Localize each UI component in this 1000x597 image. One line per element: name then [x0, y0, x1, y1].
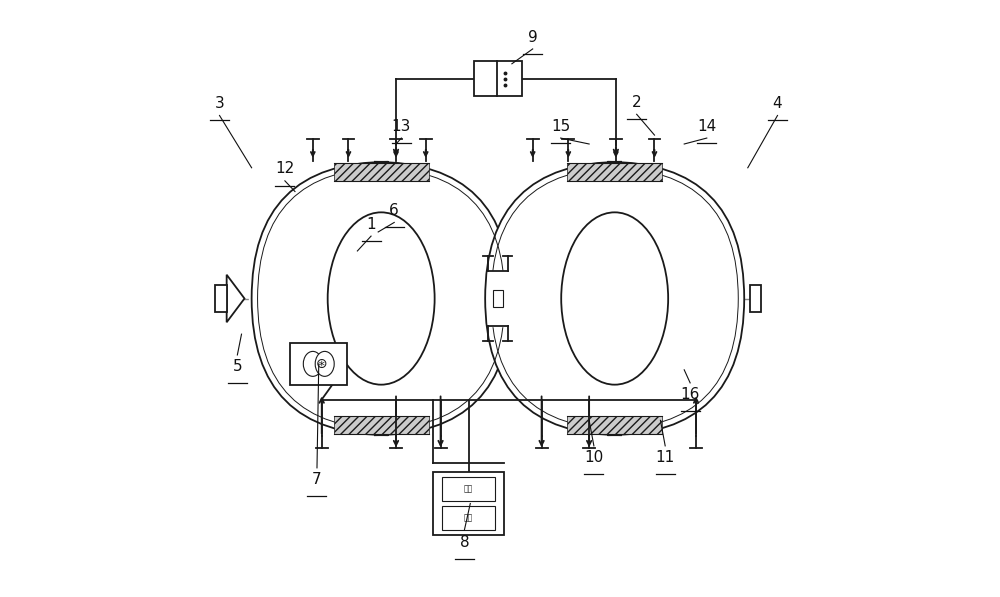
- Bar: [215, 285, 227, 312]
- Text: 12: 12: [275, 161, 295, 177]
- Bar: [567, 416, 662, 434]
- Text: 5: 5: [233, 359, 242, 374]
- Text: 14: 14: [697, 119, 716, 134]
- Text: ⊛: ⊛: [316, 357, 328, 371]
- Text: 冷源: 冷源: [464, 513, 473, 522]
- Text: 13: 13: [392, 119, 411, 134]
- FancyBboxPatch shape: [252, 162, 511, 435]
- Bar: [474, 61, 522, 96]
- Text: 热源: 热源: [464, 485, 473, 494]
- Bar: [334, 416, 429, 434]
- Text: 15: 15: [551, 119, 570, 134]
- Text: 6: 6: [389, 203, 399, 218]
- Bar: [442, 478, 495, 501]
- Text: 1: 1: [366, 217, 376, 232]
- Text: 11: 11: [656, 450, 675, 465]
- Ellipse shape: [315, 352, 334, 376]
- Bar: [334, 163, 429, 181]
- Bar: [750, 285, 761, 312]
- Polygon shape: [227, 275, 244, 322]
- Text: 2: 2: [632, 95, 641, 110]
- Text: 3: 3: [215, 96, 224, 111]
- Text: 10: 10: [584, 450, 604, 465]
- FancyBboxPatch shape: [485, 162, 744, 435]
- Bar: [290, 343, 347, 384]
- Bar: [493, 290, 503, 307]
- Text: 7: 7: [312, 472, 322, 487]
- Text: 4: 4: [773, 96, 782, 111]
- Text: 16: 16: [680, 387, 700, 402]
- Bar: [442, 506, 495, 530]
- Ellipse shape: [561, 213, 668, 384]
- Ellipse shape: [328, 213, 435, 384]
- Bar: [567, 163, 662, 181]
- Text: 9: 9: [528, 29, 538, 45]
- Ellipse shape: [303, 352, 322, 376]
- Bar: [433, 472, 504, 535]
- Text: 8: 8: [460, 535, 469, 550]
